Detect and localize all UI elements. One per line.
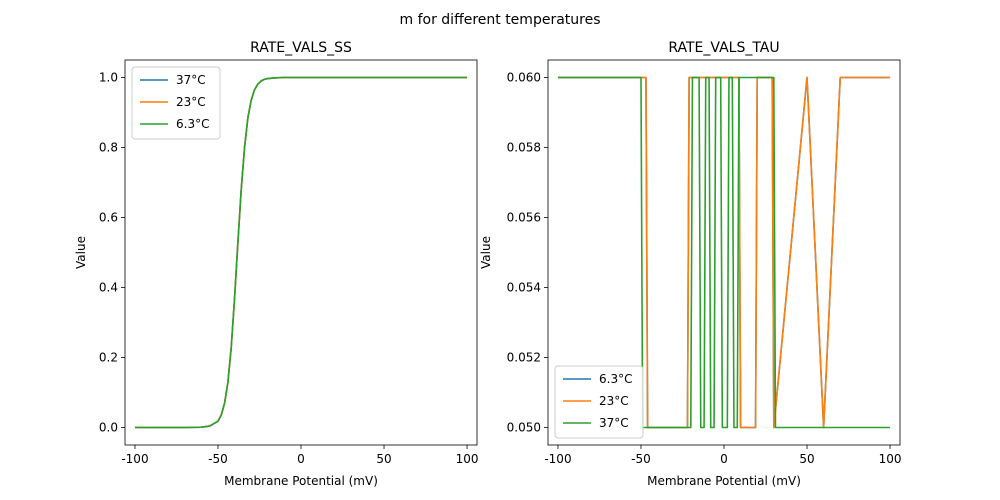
x-tick-label: 50 xyxy=(376,452,391,466)
legend-box xyxy=(554,365,644,439)
y-axis-label: Value xyxy=(479,236,493,269)
y-tick-label: 0.0 xyxy=(99,421,118,435)
series-line-2 xyxy=(557,76,891,429)
y-tick-label: 0.058 xyxy=(507,141,541,155)
y-tick-label: 0.4 xyxy=(99,281,118,295)
legend: 37°C 23°C 6.3°C xyxy=(131,66,221,140)
y-tick-label: 0.8 xyxy=(99,141,118,155)
y-tick-label: 0.056 xyxy=(507,211,541,225)
x-tick-label: -100 xyxy=(544,452,571,466)
y-tick-label: 1.0 xyxy=(99,71,118,85)
chart-panel-tau: RATE_VALS_TAU -100 -50 0 50 100 0.050 0.052 0.05… xyxy=(479,40,901,488)
x-tick-label: 100 xyxy=(879,452,902,466)
legend-label: 6.3°C xyxy=(176,117,209,131)
x-tick-label: -100 xyxy=(121,452,148,466)
y-tick-label: 0.6 xyxy=(99,211,118,225)
x-axis-label: Membrane Potential (mV) xyxy=(647,474,801,488)
legend-box xyxy=(131,66,221,140)
legend-label: 37°C xyxy=(176,73,206,87)
legend: 6.3°C 23°C 37°C xyxy=(554,365,644,439)
legend-label: 23°C xyxy=(599,394,629,408)
y-tick-label: 0.054 xyxy=(507,281,541,295)
legend-label: 23°C xyxy=(176,95,206,109)
y-tick-label: 0.060 xyxy=(507,71,541,85)
chart-panel-ss: RATE_VALS_SS -100 -50 0 50 100 0.0 0.2 0.4 0.6 0.8… xyxy=(74,40,478,488)
x-tick-label: 100 xyxy=(456,452,479,466)
legend-label: 37°C xyxy=(599,416,629,430)
figure-title: m for different temperatures xyxy=(400,12,601,28)
x-tick-label: -50 xyxy=(208,452,228,466)
legend-label: 6.3°C xyxy=(599,372,632,386)
x-tick-label: -50 xyxy=(631,452,651,466)
y-tick-label: 0.050 xyxy=(507,421,541,435)
x-axis-label: Membrane Potential (mV) xyxy=(224,474,378,488)
series-line-2 xyxy=(134,76,468,429)
y-axis-label: Value xyxy=(74,236,88,269)
x-tick-label: 0 xyxy=(720,452,728,466)
axes-title: RATE_VALS_SS xyxy=(250,40,352,56)
y-tick-label: 0.052 xyxy=(507,351,541,365)
y-tick-label: 0.2 xyxy=(99,351,118,365)
x-tick-label: 50 xyxy=(799,452,814,466)
x-tick-label: 0 xyxy=(297,452,305,466)
axes-title: RATE_VALS_TAU xyxy=(668,40,779,56)
